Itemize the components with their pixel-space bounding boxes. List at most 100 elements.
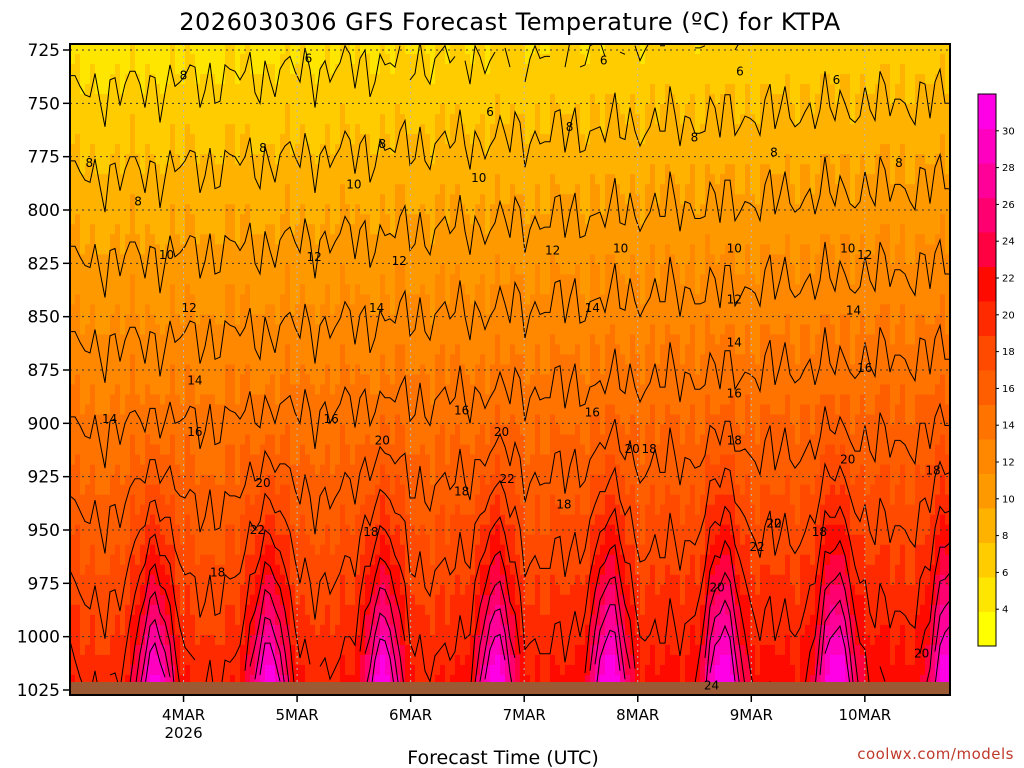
band-cell xyxy=(295,84,301,95)
band-cell xyxy=(245,264,251,275)
band-cell xyxy=(115,624,121,636)
band-cell xyxy=(415,614,421,626)
band-cell xyxy=(70,534,76,546)
band-cell xyxy=(280,324,286,336)
band-cell xyxy=(120,424,126,436)
band-cell xyxy=(150,414,156,426)
band-cell xyxy=(315,124,321,135)
band-cell xyxy=(240,324,246,336)
band-cell xyxy=(180,134,186,145)
band-cell xyxy=(395,214,401,225)
band-cell xyxy=(175,124,181,135)
band-cell xyxy=(140,434,146,446)
band-cell xyxy=(165,534,171,546)
band-cell xyxy=(80,644,86,656)
band-cell xyxy=(205,564,211,576)
band-cell xyxy=(370,604,376,616)
band-cell xyxy=(345,374,351,386)
band-cell xyxy=(380,314,386,326)
band-cell xyxy=(370,244,376,255)
band-cell xyxy=(440,444,446,456)
band-cell xyxy=(205,354,211,366)
band-cell xyxy=(155,494,161,506)
band-cell xyxy=(180,164,186,175)
band-cell xyxy=(270,574,276,586)
band-cell xyxy=(395,314,401,326)
band-cell xyxy=(290,574,296,586)
band-cell xyxy=(70,474,76,486)
band-cell xyxy=(220,114,226,125)
band-cell xyxy=(245,594,251,606)
band-cell xyxy=(220,404,226,416)
band-cell xyxy=(375,664,381,676)
band-cell xyxy=(180,274,186,285)
band-cell xyxy=(315,74,321,85)
band-cell xyxy=(415,84,421,95)
band-cell xyxy=(215,574,221,586)
band-cell xyxy=(415,204,421,215)
band-cell xyxy=(75,264,81,275)
band-cell xyxy=(115,564,121,576)
band-cell xyxy=(260,134,266,145)
band-cell xyxy=(405,304,411,316)
band-cell xyxy=(380,384,386,396)
band-cell xyxy=(245,454,251,466)
band-cell xyxy=(215,294,221,305)
band-cell xyxy=(300,454,306,466)
band-cell xyxy=(340,604,346,616)
band-cell xyxy=(450,274,456,285)
band-cell xyxy=(270,474,276,486)
band-cell xyxy=(295,274,301,285)
band-cell xyxy=(105,584,111,596)
band-cell xyxy=(280,334,286,346)
band-cell xyxy=(330,234,336,245)
band-cell xyxy=(235,624,241,636)
band-cell xyxy=(375,214,381,225)
band-cell xyxy=(200,424,206,436)
band-cell xyxy=(150,514,156,526)
band-cell xyxy=(400,44,406,55)
band-cell xyxy=(225,564,231,576)
band-cell xyxy=(220,624,226,636)
band-cell xyxy=(225,134,231,145)
band-cell xyxy=(415,284,421,295)
band-cell xyxy=(185,184,191,195)
band-cell xyxy=(225,464,231,476)
band-cell xyxy=(105,84,111,95)
band-cell xyxy=(260,604,266,616)
band-cell xyxy=(135,234,141,245)
band-cell xyxy=(440,664,446,676)
band-cell xyxy=(415,154,421,165)
band-cell xyxy=(280,364,286,376)
band-cell xyxy=(370,474,376,486)
band-cell xyxy=(305,544,311,556)
band-cell xyxy=(410,604,416,616)
band-cell xyxy=(310,44,316,55)
band-cell xyxy=(120,194,126,205)
band-cell xyxy=(200,54,206,65)
band-cell xyxy=(120,324,126,336)
band-cell xyxy=(235,634,241,646)
band-cell xyxy=(165,594,171,606)
band-cell xyxy=(435,114,441,125)
band-cell xyxy=(235,344,241,356)
band-cell xyxy=(180,94,186,105)
band-cell xyxy=(205,624,211,636)
band-cell xyxy=(100,524,106,536)
band-cell xyxy=(290,634,296,646)
band-cell xyxy=(135,604,141,616)
band-cell xyxy=(445,514,451,526)
band-cell xyxy=(160,154,166,165)
band-cell xyxy=(150,184,156,195)
band-cell xyxy=(295,524,301,536)
band-cell xyxy=(140,84,146,95)
band-cell xyxy=(235,234,241,245)
band-cell xyxy=(110,474,116,486)
band-cell xyxy=(335,44,341,55)
band-cell xyxy=(85,654,91,666)
band-cell xyxy=(300,114,306,125)
band-cell xyxy=(300,164,306,175)
band-cell xyxy=(250,264,256,275)
band-cell xyxy=(200,94,206,105)
band-cell xyxy=(240,54,246,65)
